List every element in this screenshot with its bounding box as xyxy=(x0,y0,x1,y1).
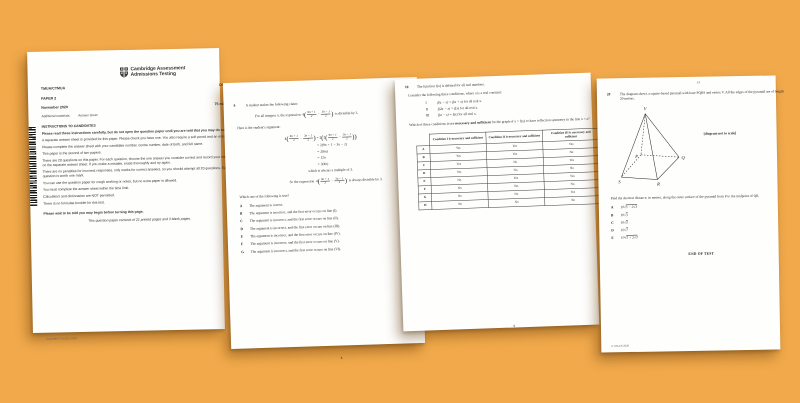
option-letter: C xyxy=(240,219,243,224)
option-text: The argument is incorrect, and the first… xyxy=(249,216,339,224)
wait-notice: Please wait to be told you may begin bef… xyxy=(43,210,144,216)
option-letter: F xyxy=(240,242,244,247)
condition-text: f(a − x) = f(x) for all real x. xyxy=(437,111,477,118)
option-text: The argument is incorrect, and the first… xyxy=(249,223,341,231)
barcode xyxy=(28,126,38,207)
option-letter: D xyxy=(240,226,244,232)
option-row: B 10√3 xyxy=(611,210,790,218)
question-intro: The function f(x) is defined for all rea… xyxy=(416,82,485,89)
option-row: E 10√5 + 2√3 xyxy=(611,233,790,241)
paren: ) xyxy=(330,109,334,118)
diagram-note: [diagram not to scale] xyxy=(703,131,737,136)
cover-page: Cambridge Assessment Admissions Testing … xyxy=(27,48,236,341)
pyramid-diagram: V P Q R S [diagram not to scale] xyxy=(612,102,790,194)
option-letter: E xyxy=(611,236,614,241)
condition-label: I xyxy=(425,100,427,106)
end-of-test: END OF TEST xyxy=(688,250,715,256)
condition-text: f(a − x) = f(a + x) for all real x. xyxy=(437,99,483,105)
question-number: 9 xyxy=(233,103,236,108)
cambridge-shield-icon xyxy=(119,67,128,78)
vertex-label-v: V xyxy=(644,106,648,111)
instruction-paragraph: There is no formulae booklet for this te… xyxy=(43,200,105,206)
claim-post: is divisible by 3. xyxy=(333,110,359,116)
cell: No xyxy=(431,199,489,210)
conditions-table: Condition I is necessary and sufficient … xyxy=(416,128,602,210)
option-letter: D xyxy=(611,228,614,233)
question-text: The diagram shows a square-based pyramid… xyxy=(619,89,784,101)
page-number: 8 xyxy=(340,356,343,361)
brand-line2: Admissions Testing xyxy=(130,70,176,78)
print-code: PV2 xyxy=(44,224,236,232)
option-text: The argument is correct. xyxy=(249,202,284,208)
condition-label: III xyxy=(425,113,430,118)
question-prompt: Which of these conditions is/are necessa… xyxy=(409,116,590,128)
option-value: 10√5 xyxy=(620,220,628,225)
exam-date: November 2020 xyxy=(41,104,68,110)
page-number: 9 xyxy=(513,324,516,329)
vertex-label-p: P xyxy=(634,154,638,159)
option-letter: B xyxy=(239,211,243,216)
option-letter: E xyxy=(240,234,244,239)
claim-pre: For all integers xyxy=(254,113,278,118)
pages-note: This question paper consists of 21 print… xyxy=(88,217,192,224)
option-letter: G xyxy=(241,249,244,254)
option-value: 10√7 xyxy=(620,228,628,233)
materials-label: Additional materials: xyxy=(41,113,71,119)
question-prompt: Find the shortest distance, in metres, a… xyxy=(610,193,760,201)
option-row: A 10√5 − 2√3 xyxy=(611,202,790,210)
option-text: The argument is incorrect, and the first… xyxy=(250,239,340,246)
cell: No xyxy=(544,195,602,206)
question-number: 10 xyxy=(404,85,409,90)
question-9-page: 9 A student makes the following claim: F… xyxy=(222,77,426,360)
copyright-notice: © UCLES 2020 xyxy=(611,344,630,348)
answer-options: A 10√5 − 2√3 B 10√3 C 10√5 D 10√7 E 10√5 + 2√… xyxy=(611,202,791,240)
option-row: C 10√5 xyxy=(611,218,790,226)
question-intro: A student makes the following claim: xyxy=(245,101,299,108)
vertex-label-s: S xyxy=(618,179,621,184)
cell: No xyxy=(488,197,546,208)
exam-title: TMUA/CTMUA xyxy=(40,85,66,91)
option-text: The argument is incorrect, and the first… xyxy=(249,208,338,216)
option-text: The argument is incorrect, and the first… xyxy=(250,231,341,239)
paren: ( xyxy=(303,110,307,119)
option-letter: B xyxy=(610,213,614,218)
pyramid-drawing: V P Q R S xyxy=(618,106,685,187)
question-10-page: 10 The function f(x) is defined for all … xyxy=(394,72,602,332)
vertex-label-r: R xyxy=(656,182,660,187)
cambridge-logo: Cambridge Assessment Admissions Testing xyxy=(119,65,232,78)
vertex-label-q: Q xyxy=(681,155,685,160)
copyright-notice: Copyright © UCLES 2020 xyxy=(46,336,77,341)
condition-text: f(2a − x) = f(x) for all real x. xyxy=(437,105,479,111)
option-row: D 10√7 xyxy=(611,225,790,233)
option-letter: A xyxy=(610,205,614,210)
row-letter: H xyxy=(418,201,433,210)
option-letter: A xyxy=(239,204,243,209)
paper-number: PAPER 2 xyxy=(41,95,57,101)
condition-label: II xyxy=(425,107,429,112)
option-value: 10√5 + 2√3 xyxy=(620,235,638,240)
corner-cell xyxy=(416,134,430,146)
materials-value: Answer sheet xyxy=(78,113,98,118)
claim-mid: , the expression xyxy=(278,112,303,118)
question-20-page: 14 20 The diagram shows a square-based p… xyxy=(596,75,784,353)
option-text: The argument is incorrect, and the first… xyxy=(250,246,342,254)
option-value: 10√3 xyxy=(620,212,628,217)
option-value: 10√5 − 2√3 xyxy=(620,205,638,210)
option-letter: C xyxy=(611,220,614,225)
question-number: 20 xyxy=(606,92,611,97)
page-number-top: 14 xyxy=(696,80,700,85)
